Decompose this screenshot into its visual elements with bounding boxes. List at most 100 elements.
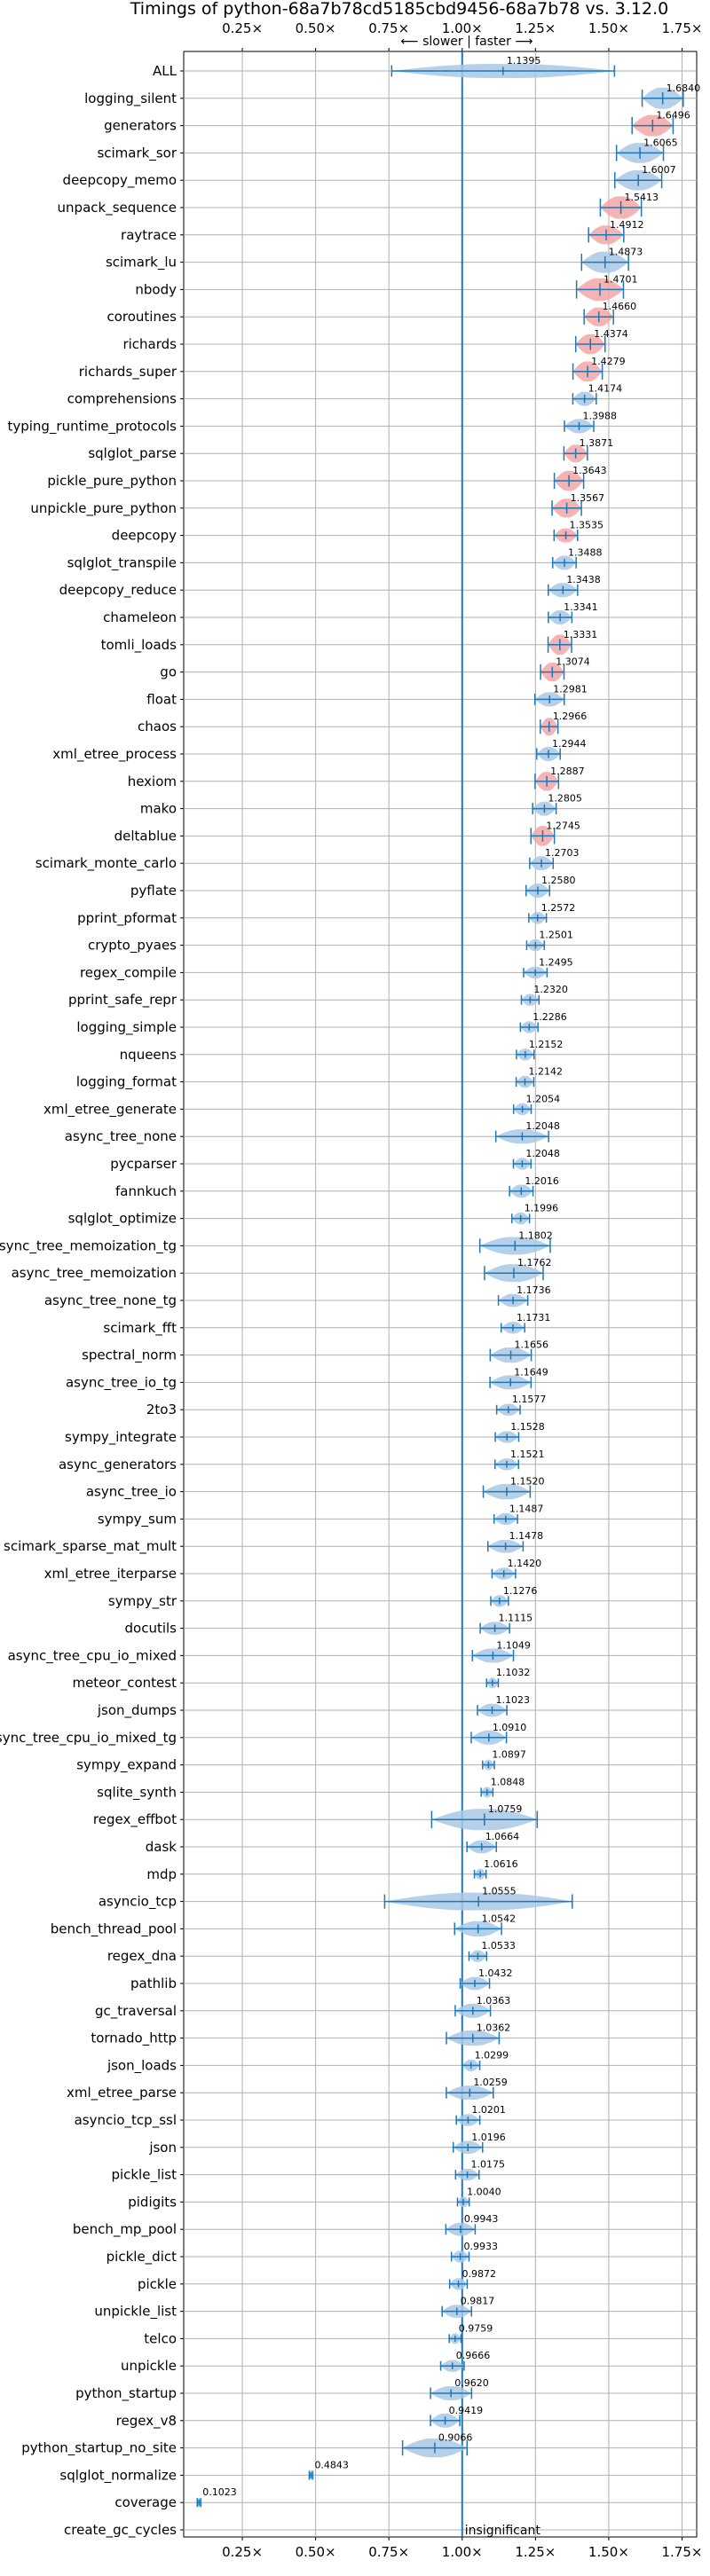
value-label: 1.2966 [553, 711, 588, 722]
benchmark-label: scimark_monte_carlo [36, 855, 177, 872]
value-label: 1.6496 [656, 110, 690, 122]
value-label: 0.1023 [202, 2486, 236, 2498]
benchmark-label: 2to3 [146, 1402, 177, 1418]
benchmark-label: async_tree_io_tg [66, 1374, 177, 1391]
benchmark-label: pycparser [110, 1156, 178, 1172]
value-label: 1.3488 [568, 546, 603, 558]
value-label: 1.3871 [580, 437, 614, 449]
value-label: 0.9872 [462, 2268, 497, 2280]
value-label: 1.0848 [491, 1776, 525, 1787]
benchmark-label: telco [144, 2330, 177, 2346]
value-label: 1.4174 [588, 383, 623, 395]
value-label: 1.1762 [517, 1257, 552, 1268]
benchmark-label: nqueens [120, 1047, 177, 1063]
value-label: 1.0432 [478, 1967, 513, 1979]
value-label: 0.9933 [464, 2241, 499, 2252]
benchmark-label: sqlite_synth [97, 1784, 177, 1801]
benchmark-label: unpickle [121, 2358, 177, 2374]
value-label: 1.1656 [514, 1339, 548, 1351]
axis-layer: 0.25× 0.25× 0.50× 0.50× 0.75× 0.75× 1.00× 1.00×… [0, 20, 702, 2560]
value-label: 1.1577 [512, 1394, 547, 1405]
benchmark-label: docutils [125, 1621, 178, 1637]
benchmark-label: bench_mp_pool [73, 2221, 177, 2238]
value-label: 1.2745 [546, 820, 580, 831]
benchmark-label: logging_simple [76, 1019, 177, 1036]
value-label: 1.0363 [477, 1995, 511, 2007]
benchmark-label: spectral_norm [82, 1347, 177, 1364]
value-label: 1.2054 [526, 1093, 561, 1104]
benchmark-label: regex_effbot [93, 1811, 177, 1828]
benchmark-label: json_dumps [97, 1702, 177, 1719]
value-label: 1.1731 [517, 1312, 551, 1323]
value-label: 1.0664 [485, 1831, 520, 1842]
benchmark-label: bench_thread_pool [51, 1920, 177, 1937]
value-label: 1.2703 [545, 847, 580, 859]
value-label: 0.9943 [464, 2213, 499, 2225]
benchmark-label: chameleon [103, 609, 177, 625]
value-label: 1.2887 [550, 766, 585, 777]
value-label: 1.3074 [556, 656, 590, 668]
value-label: 1.6840 [667, 82, 701, 94]
benchmark-label: gc_traversal [95, 2003, 177, 2020]
value-label: 1.2805 [548, 793, 582, 805]
value-label: 1.0759 [488, 1803, 523, 1815]
x-tick-label-top: 1.25× [515, 20, 556, 36]
value-label: 1.2048 [525, 1120, 560, 1132]
value-label: 1.2580 [541, 875, 576, 886]
benchmark-label: dask [146, 1839, 178, 1855]
benchmark-label: deepcopy_reduce [59, 582, 177, 599]
value-label: 1.0616 [484, 1858, 518, 1870]
benchmark-label: asyncio_tcp [99, 1894, 177, 1911]
benchmark-label: xml_etree_process [52, 746, 177, 763]
value-label: 0.9620 [454, 2377, 489, 2389]
benchmark-label: async_tree_memoization [12, 1265, 177, 1282]
value-label: 0.9666 [456, 2350, 491, 2361]
benchmark-label: fannkuch [115, 1183, 177, 1199]
value-label: 1.3341 [564, 601, 598, 613]
value-label: 0.9419 [449, 2405, 483, 2416]
x-tick-label-top: 0.25× [222, 20, 263, 36]
value-label: 1.2048 [525, 1148, 560, 1159]
value-label: 1.3643 [572, 465, 607, 476]
value-label: 1.4912 [610, 219, 644, 231]
benchmark-label: scimark_lu [106, 255, 177, 271]
x-tick-label-top: 0.50× [296, 20, 336, 36]
value-label: 1.2320 [533, 984, 568, 995]
benchmark-label: deltablue [114, 828, 177, 844]
value-label: 1.1996 [525, 1203, 559, 1214]
benchmark-label: sqlglot_parse [88, 445, 177, 462]
x-tick-label-top: 1.75× [662, 20, 703, 36]
value-label: 1.2286 [532, 1011, 567, 1023]
benchmark-label: python_startup_no_site [21, 2440, 177, 2457]
value-label: 1.4374 [594, 328, 628, 340]
value-label: 1.2944 [552, 738, 587, 750]
benchmark-label: coverage [114, 2494, 177, 2510]
benchmark-label: pickle_pure_python [47, 473, 177, 490]
benchmark-label: sqlglot_transpile [67, 554, 177, 571]
value-label: 1.1115 [499, 1613, 533, 1624]
x-tick-label-bottom: 1.25× [515, 2544, 556, 2560]
value-label: 0.9759 [459, 2322, 493, 2334]
value-label: 1.0542 [482, 1912, 517, 1924]
x-tick-label-bottom: 0.25× [222, 2544, 263, 2560]
value-label: 1.3438 [566, 574, 601, 585]
value-label: 1.0533 [481, 1940, 516, 1952]
benchmark-label: sympy_str [108, 1593, 178, 1610]
insignificant-label: insignificant [465, 2524, 541, 2538]
benchmark-label: deepcopy_memo [63, 172, 177, 189]
benchmark-label: async_tree_none [65, 1128, 177, 1145]
value-label: 1.1049 [496, 1639, 531, 1651]
benchmark-label: pidigits [128, 2194, 177, 2210]
benchmark-label: meteor_contest [72, 1675, 177, 1692]
value-label: 0.4843 [314, 2459, 349, 2470]
value-label: 0.9066 [438, 2432, 473, 2444]
x-tick-label-bottom: 0.75× [368, 2544, 409, 2560]
benchmark-label: deepcopy [112, 528, 177, 544]
x-tick-label-top: 1.00× [442, 20, 483, 36]
benchmark-label: pyflate [130, 883, 177, 899]
benchmark-label: sympy_expand [76, 1757, 177, 1774]
value-label: 1.1649 [514, 1366, 548, 1378]
benchmark-label: comprehensions [67, 391, 178, 407]
value-label: 1.1487 [509, 1503, 544, 1514]
value-label: 1.1521 [510, 1449, 545, 1460]
